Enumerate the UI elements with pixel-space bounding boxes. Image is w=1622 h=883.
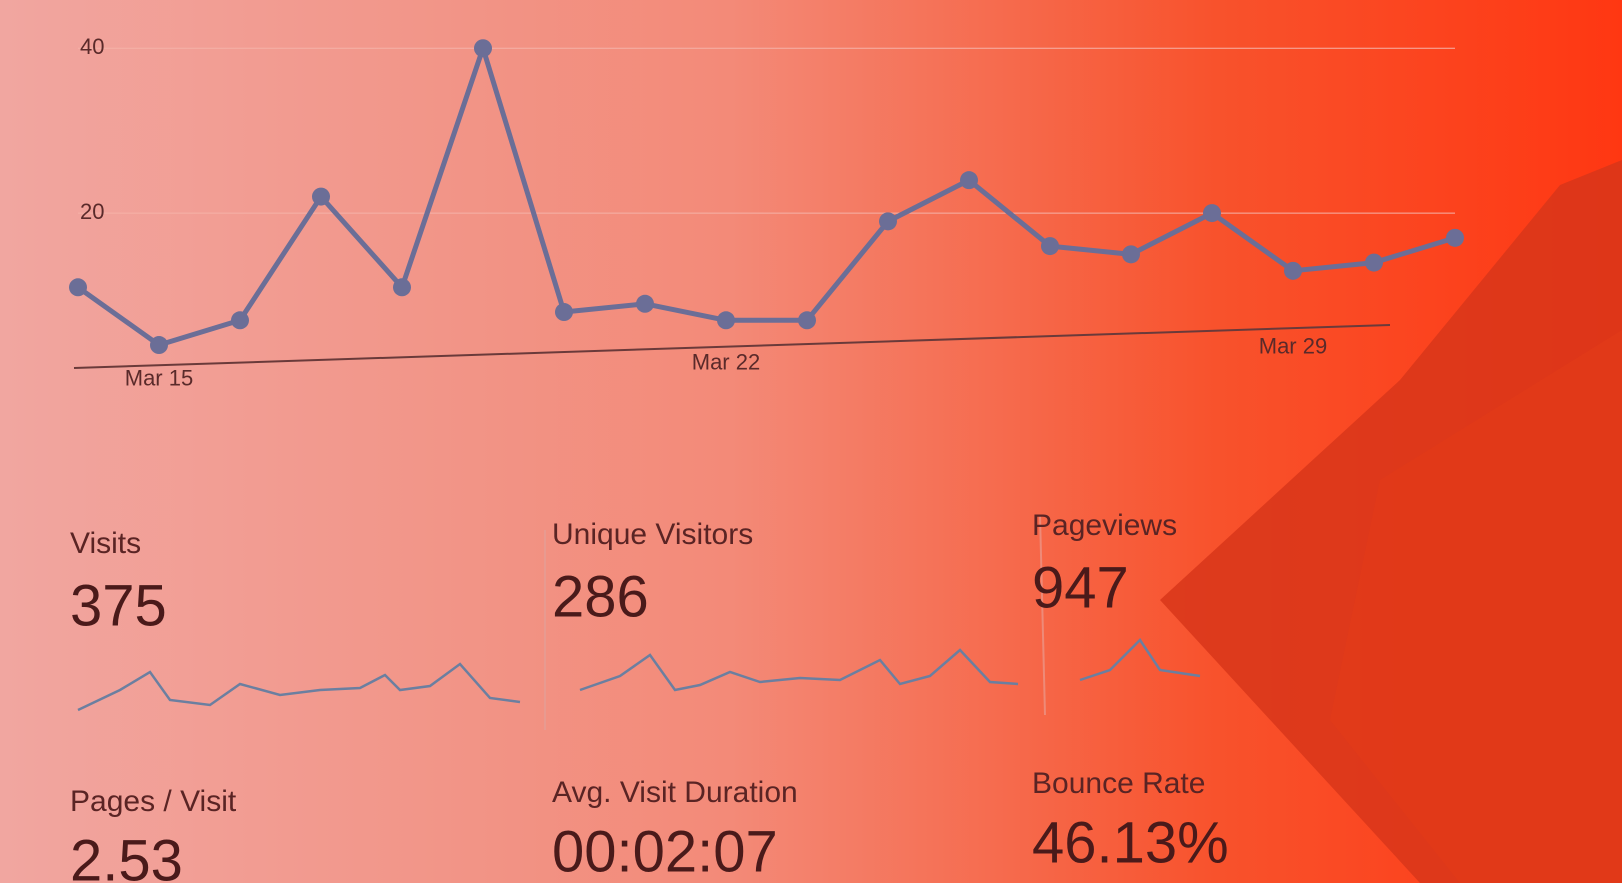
data-point [393, 278, 411, 297]
metric-label: Visits [70, 527, 141, 560]
data-point [960, 171, 978, 190]
metric-label: Pageviews [1032, 509, 1177, 542]
metric-value: 2.53 [70, 828, 183, 883]
data-line [76, 45, 1456, 348]
data-point [879, 212, 897, 231]
data-point [1041, 237, 1059, 256]
data-point [798, 311, 816, 330]
metric-value: 286 [552, 564, 649, 629]
data-point [1122, 245, 1140, 264]
metric-label: Pages / Visit [70, 785, 237, 818]
data-point [474, 39, 492, 58]
data-point [1203, 204, 1221, 223]
data-point [1365, 253, 1383, 272]
x-tick-label: Mar 15 [125, 366, 193, 391]
metric-label: Bounce Rate [1032, 767, 1205, 800]
data-point [555, 303, 573, 322]
data-point [1284, 261, 1302, 280]
x-tick-label: Mar 29 [1259, 333, 1327, 358]
sparkline [1079, 638, 1201, 682]
metric-value: 375 [70, 573, 167, 638]
data-point [150, 336, 168, 355]
metric-value: 46.13% [1032, 810, 1229, 875]
metric-value: 00:02:07 [552, 819, 778, 883]
metric-label: Avg. Visit Duration [552, 776, 798, 809]
data-point [717, 311, 735, 330]
data-point [312, 187, 330, 206]
data-point [69, 278, 87, 297]
data-point [231, 311, 249, 330]
y-tick-label: 40 [80, 34, 104, 59]
divider [1039, 514, 1046, 716]
phone-screen [1330, 330, 1622, 883]
sparkline [579, 648, 1019, 692]
data-point [636, 294, 654, 313]
metric-value: 947 [1032, 555, 1129, 620]
sparkline [77, 662, 521, 712]
data-point [1446, 228, 1464, 247]
y-tick-label: 20 [80, 199, 104, 224]
metrics: Visits 375 Unique Visitors 286 Pageviews 947 P… [70, 509, 1229, 883]
metric-label: Unique Visitors [552, 518, 753, 551]
x-axis [73, 324, 1391, 369]
x-tick-label: Mar 22 [692, 349, 760, 374]
